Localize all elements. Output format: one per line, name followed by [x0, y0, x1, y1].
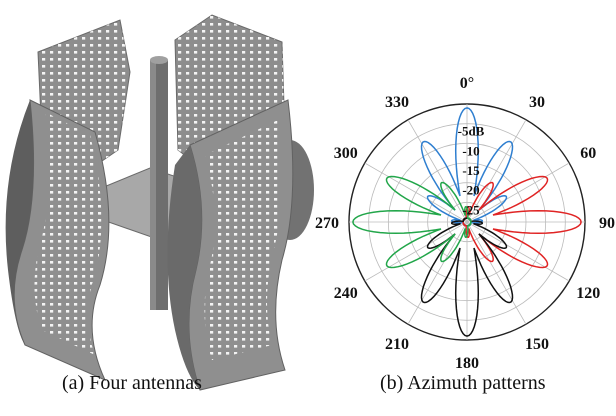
grid-spoke: [407, 221, 468, 325]
caption-azimuth-patterns: (b) Azimuth patterns: [380, 372, 546, 394]
grid-spoke: [364, 221, 468, 282]
antenna-front-left: [5, 99, 110, 381]
polar-series-layer: [352, 107, 582, 337]
grid-spoke: [407, 119, 468, 223]
caption-four-antennas: (a) Four antennas: [62, 372, 202, 394]
pattern-series-0: [420, 107, 514, 227]
radial-label: -5dB: [458, 124, 485, 139]
pattern-series-270: [352, 175, 472, 269]
polar-grid: [348, 103, 586, 341]
antenna-front-right: [167, 99, 294, 391]
angle-label-180: 180: [455, 355, 479, 372]
angle-label-330: 330: [385, 94, 409, 111]
grid-spoke: [466, 119, 527, 223]
radial-label: -15: [462, 163, 480, 178]
polar-labels: 0° 30 60 90 120 150 180 210 240 270 300 330 -5dB -10 -…: [315, 75, 615, 372]
angle-label-30: 30: [529, 94, 545, 111]
angle-label-60: 60: [580, 145, 596, 162]
grid-spoke: [466, 221, 570, 282]
radial-label: -10: [462, 143, 479, 158]
four-antennas-illustration: [5, 14, 314, 391]
grid-spoke: [466, 162, 570, 223]
angle-label-240: 240: [334, 285, 358, 302]
angle-label-90: 90: [599, 215, 615, 232]
angle-label-210: 210: [385, 336, 409, 353]
grid-spoke: [466, 221, 527, 325]
grid-spoke: [364, 162, 468, 223]
angle-label-300: 300: [334, 145, 358, 162]
angle-label-0: 0°: [460, 75, 474, 92]
angle-label-120: 120: [576, 285, 600, 302]
azimuth-pattern-chart: 0° 30 60 90 120 150 180 210 240 270 300 330 -5dB -10 -…: [315, 75, 615, 372]
angle-label-150: 150: [525, 336, 549, 353]
radial-label: -25: [462, 202, 480, 217]
radial-label: -20: [462, 183, 479, 198]
angle-label-270: 270: [315, 215, 339, 232]
central-mast: [150, 56, 168, 310]
